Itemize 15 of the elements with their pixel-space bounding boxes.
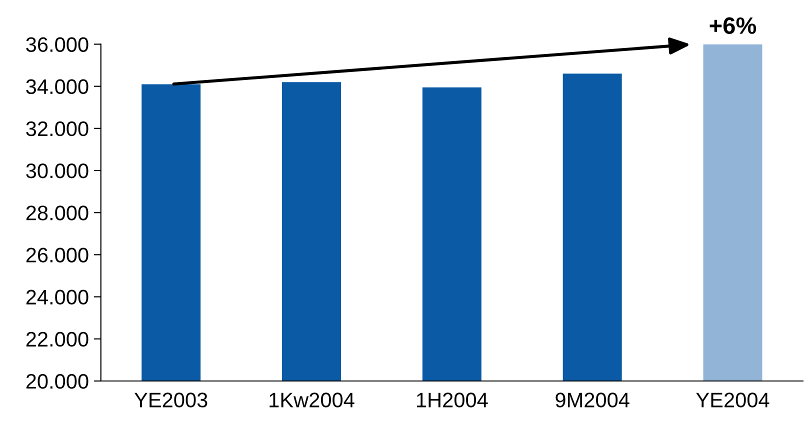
y-tick-label: 26.000 — [26, 248, 88, 262]
annotation: +6% — [710, 17, 756, 34]
y-tick-label: 34.000 — [26, 79, 88, 94]
x-tick-label: 9M2004 — [556, 392, 630, 408]
y-tick-label: 30.000 — [26, 164, 88, 178]
y-tick-label: 32.000 — [26, 121, 88, 136]
y-tick-label: 28.000 — [26, 206, 88, 220]
x-tick-label: YE2003 — [134, 392, 208, 408]
y-tick-label: 20.000 — [26, 374, 88, 389]
x-tick-label: 1H2004 — [417, 392, 488, 408]
x-tick-label: 1Kw2004 — [270, 392, 354, 408]
x-tick-label: YE2004 — [696, 392, 770, 408]
y-tick-label: 24.000 — [26, 290, 88, 305]
y-tick-label: 22.000 — [26, 332, 88, 347]
y-tick-label: 36.000 — [26, 37, 88, 52]
